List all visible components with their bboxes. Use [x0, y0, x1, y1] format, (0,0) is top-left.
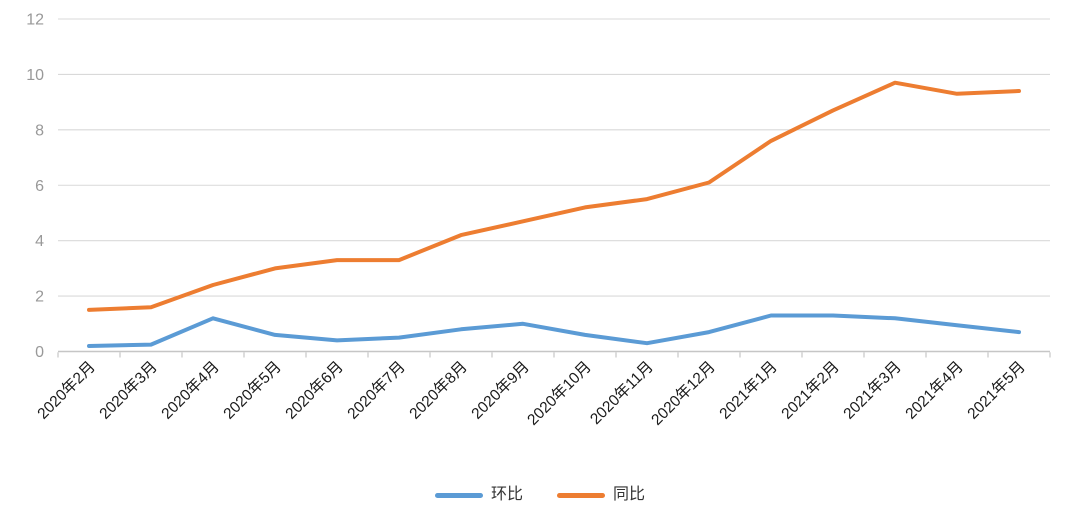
x-axis-label: 2020年3月 [96, 358, 161, 423]
y-axis-label: 0 [35, 344, 44, 361]
x-axis-label: 2021年2月 [778, 358, 843, 423]
x-axis-label: 2020年9月 [468, 358, 533, 423]
x-axis-label: 2020年4月 [158, 358, 223, 423]
y-axis-label: 2 [35, 289, 44, 306]
legend-label-huanbi: 环比 [490, 486, 523, 503]
y-axis-label: 4 [35, 233, 44, 250]
y-axis-label: 12 [26, 12, 44, 29]
x-axis-label: 2020年11月 [586, 358, 656, 428]
x-axis-label: 2020年10月 [524, 358, 595, 429]
x-axis-label: 2020年6月 [282, 358, 347, 423]
legend-item-tongbi[interactable]: 同比 [557, 487, 645, 503]
legend-item-huanbi[interactable]: 环比 [434, 486, 523, 503]
x-axis-label: 2021年1月 [716, 358, 781, 423]
series-line-环比 [87, 313, 1021, 348]
series-line-同比 [87, 80, 1021, 312]
x-axis-label: 2020年12月 [648, 358, 719, 429]
y-axis-label: 8 [35, 122, 44, 139]
legend-line-swatch-huanbi [434, 492, 483, 498]
x-axis-label: 2021年4月 [902, 358, 967, 423]
x-axis-label: 2020年7月 [344, 358, 409, 423]
chart-plot-area: 0246810122020年2月2020年3月2020年4月2020年5月202… [26, 12, 1051, 429]
x-axis-label: 2020年2月 [34, 358, 99, 423]
y-axis-label: 6 [35, 178, 44, 195]
chart-legend: 环比 同比 [0, 487, 1080, 503]
x-axis-label: 2021年3月 [840, 358, 905, 423]
legend-line-swatch-tongbi [557, 492, 605, 498]
x-axis-label: 2020年8月 [406, 358, 471, 423]
legend-label-tongbi: 同比 [613, 486, 646, 503]
y-axis-label: 10 [26, 67, 44, 84]
x-axis-label: 2021年5月 [964, 358, 1029, 423]
x-axis-label: 2020年5月 [220, 358, 285, 423]
